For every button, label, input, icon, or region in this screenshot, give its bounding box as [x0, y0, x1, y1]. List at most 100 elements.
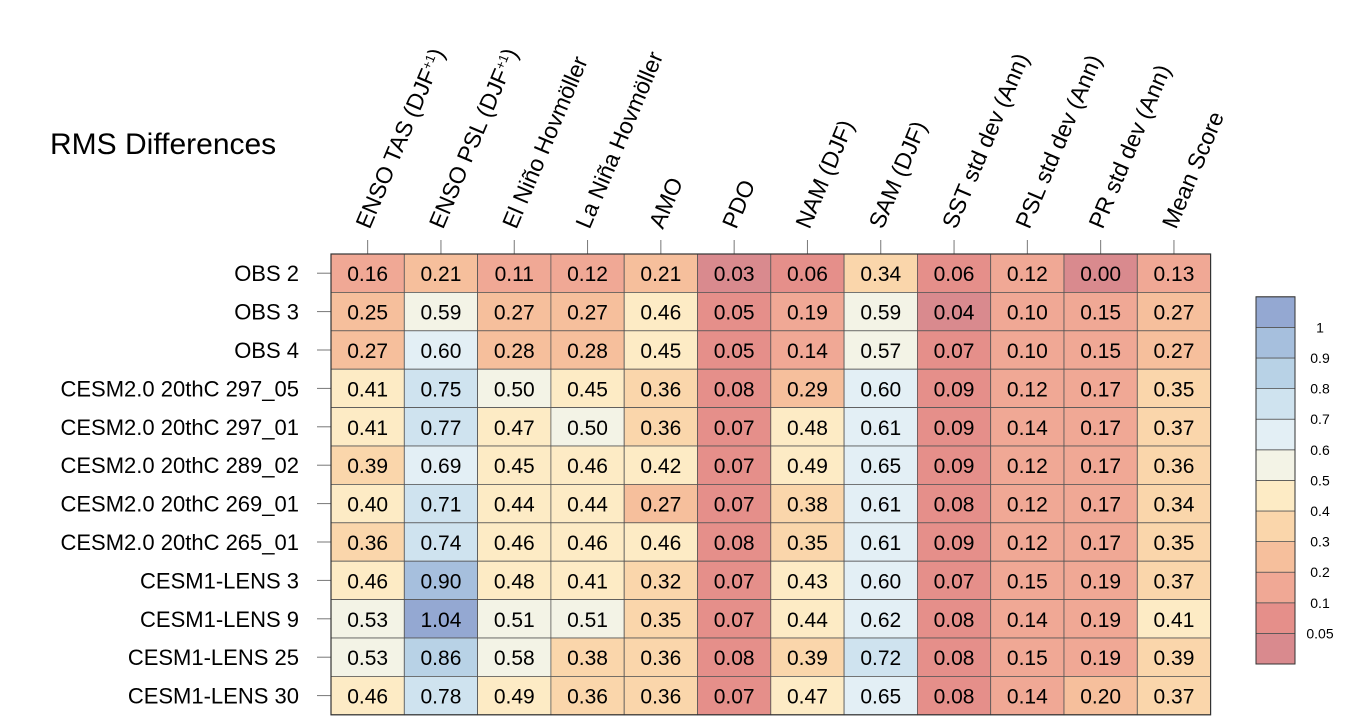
- cell-value-label: 1.04: [421, 609, 462, 632]
- heatmap-cell: [477, 676, 552, 716]
- column-label: PR std dev (Ann): [1083, 61, 1175, 232]
- cell-value-label: 0.13: [1154, 263, 1195, 286]
- cell-value-label: 0.27: [347, 340, 388, 363]
- cell-value-label: 0.48: [494, 570, 535, 593]
- row-label: CESM2.0 20thC 265_01: [61, 530, 300, 555]
- cell-value-label: 0.16: [347, 263, 388, 286]
- heatmap-cell: [1136, 599, 1212, 639]
- cell-value-label: 0.07: [714, 455, 755, 478]
- colorbar-tick-label: 0.8: [1310, 381, 1330, 397]
- heatmap-cell: [403, 407, 478, 447]
- cell-value-label: 0.60: [860, 570, 901, 593]
- cell-value-label: 0.09: [934, 378, 975, 401]
- colorbar-tick-label: 0.7: [1310, 411, 1330, 427]
- heatmap-cell: [623, 368, 698, 409]
- cell-value-label: 0.69: [421, 455, 462, 478]
- heatmap-cell: [1136, 676, 1212, 716]
- cell-value-label: 0.07: [714, 570, 755, 593]
- cell-value-label: 0.00: [1080, 263, 1121, 286]
- colorbar-tick-label: 0.05: [1306, 625, 1333, 641]
- colorbar-swatch: [1255, 633, 1296, 665]
- heatmap-cell: [843, 368, 918, 409]
- cell-value-label: 0.32: [640, 570, 681, 593]
- cell-value-label: 0.43: [787, 570, 828, 593]
- row-label: CESM1-LENS 9: [140, 607, 299, 632]
- heatmap-cell: [770, 368, 845, 409]
- cell-value-label: 0.04: [934, 302, 975, 325]
- cell-value-label: 0.46: [347, 570, 388, 593]
- column-label: SAM (DJF): [863, 117, 931, 232]
- cell-value-label: 0.39: [1154, 647, 1195, 670]
- heatmap-cell: [917, 483, 992, 524]
- colorbar-swatch: [1255, 388, 1296, 420]
- cell-value-label: 0.47: [787, 686, 828, 709]
- heatmap-cell: [1136, 330, 1212, 370]
- heatmap-cell: [843, 637, 918, 677]
- cell-value-label: 0.27: [640, 494, 681, 517]
- heatmap-cell: [330, 445, 405, 485]
- cell-value-label: 0.12: [1007, 494, 1048, 517]
- cell-value-label: 0.05: [714, 340, 755, 363]
- cell-value-label: 0.06: [934, 263, 975, 286]
- cell-value-label: 0.41: [347, 417, 388, 440]
- cell-value-label: 0.46: [567, 455, 608, 478]
- heatmap-cell: [550, 330, 625, 370]
- heatmap-cell: [330, 522, 405, 562]
- cell-value-label: 0.61: [860, 532, 901, 555]
- cell-value-label: 0.10: [1007, 340, 1048, 363]
- cell-value-label: 0.59: [860, 302, 901, 325]
- heatmap-cell: [843, 522, 918, 562]
- cell-value-label: 0.37: [1154, 417, 1195, 440]
- cell-value-label: 0.35: [1154, 532, 1195, 555]
- cell-value-label: 0.77: [421, 417, 462, 440]
- cell-value-label: 0.36: [640, 417, 681, 440]
- cell-value-label: 0.39: [787, 647, 828, 670]
- heatmap-cell: [697, 560, 772, 601]
- cell-value-label: 0.20: [1080, 686, 1121, 709]
- cell-value-label: 0.15: [1080, 340, 1121, 363]
- heatmap-cell: [990, 445, 1065, 485]
- cell-value-label: 0.08: [934, 609, 975, 632]
- cell-value-label: 0.46: [567, 532, 608, 555]
- heatmap-cell: [403, 253, 478, 293]
- cell-value-label: 0.42: [640, 455, 681, 478]
- heatmap-cell: [843, 253, 918, 293]
- row-label: CESM1-LENS 25: [128, 645, 299, 670]
- heatmap-cell: [990, 483, 1065, 524]
- cell-value-label: 0.60: [421, 340, 462, 363]
- colorbar-tick-label: 0.9: [1310, 350, 1330, 366]
- heatmap-cell: [770, 330, 845, 370]
- cell-value-label: 0.50: [494, 378, 535, 401]
- heatmap-cell: [917, 522, 992, 562]
- cell-value-label: 0.08: [714, 532, 755, 555]
- cell-value-label: 0.08: [934, 686, 975, 709]
- heatmap-cell: [990, 330, 1065, 370]
- cell-value-label: 0.07: [934, 570, 975, 593]
- heatmap-cell: [917, 676, 992, 716]
- heatmap-cell: [1063, 599, 1138, 639]
- heatmap-cell: [623, 407, 698, 447]
- heatmap-cell: [770, 637, 845, 677]
- colorbar-tick-label: 1: [1316, 319, 1324, 335]
- row-label: OBS 4: [234, 338, 299, 363]
- row-label: CESM2.0 20thC 269_01: [61, 492, 300, 517]
- cell-value-label: 0.12: [1007, 532, 1048, 555]
- cell-value-label: 0.44: [787, 609, 828, 632]
- cell-value-label: 0.59: [421, 302, 462, 325]
- heatmap-cell: [550, 483, 625, 524]
- colorbar-tick-label: 0.3: [1310, 534, 1330, 550]
- heatmap-cell: [550, 560, 625, 601]
- column-labels: ENSO TAS (DJF+1)ENSO PSL (DJF+1)El Niño …: [350, 44, 1229, 254]
- cell-value-label: 0.37: [1154, 570, 1195, 593]
- heatmap-cell: [477, 253, 552, 293]
- cell-value-label: 0.17: [1080, 417, 1121, 440]
- row-labels: OBS 2 OBS 3 OBS 4 CESM2.0 20thC 297_05 CESM2…: [61, 261, 331, 709]
- heatmap-cell: [477, 637, 552, 677]
- chart-title: RMS Differences: [50, 128, 276, 161]
- cell-value-label: 0.75: [421, 378, 462, 401]
- heatmap-cell: [330, 676, 405, 716]
- cell-value-label: 0.38: [787, 494, 828, 517]
- cell-value-label: 0.12: [1007, 263, 1048, 286]
- cell-value-label: 0.60: [860, 378, 901, 401]
